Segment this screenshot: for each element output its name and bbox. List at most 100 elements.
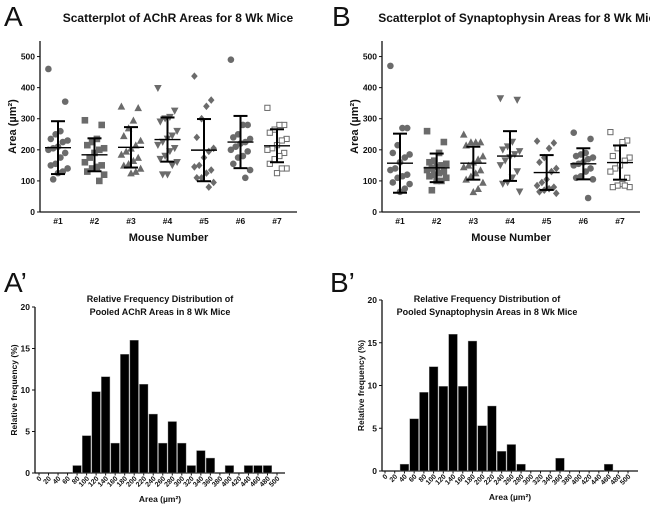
data-point: [545, 184, 553, 193]
data-point: [609, 152, 616, 160]
data-point: [513, 96, 521, 104]
data-point: [84, 168, 91, 175]
data-point: [132, 167, 140, 175]
data-point: [170, 144, 179, 153]
x-tick-label: #7: [615, 216, 625, 226]
data-point: [191, 163, 198, 171]
x-tick-label: 20: [42, 475, 53, 486]
y-tick-label: 300: [363, 114, 377, 124]
data-point: [476, 166, 485, 174]
panel-label-a-prime: A’: [4, 267, 27, 298]
x-tick-label: #7: [272, 216, 282, 226]
y-tick-label: 5: [25, 427, 30, 437]
x-tick-label: 0: [36, 475, 44, 483]
x-axis-label: Area (µm²): [489, 492, 531, 502]
data-point: [96, 177, 103, 185]
x-tick-label: 0: [382, 473, 390, 481]
data-point: [136, 164, 145, 172]
data-point: [81, 116, 89, 124]
histogram-bar: [167, 421, 177, 474]
data-point: [442, 174, 450, 182]
data-point: [205, 147, 213, 156]
data-point: [207, 166, 215, 174]
data-point: [281, 149, 288, 157]
data-point: [278, 165, 285, 172]
data-point: [205, 183, 213, 191]
data-point: [430, 157, 438, 164]
data-point: [203, 102, 210, 111]
data-point: [430, 171, 438, 178]
data-point: [264, 146, 271, 153]
data-point: [232, 143, 239, 151]
data-point: [198, 174, 205, 182]
histogram-bar: [477, 425, 487, 472]
synaptophysin-scatterplot: Scatterplot of Synaptophysin Areas for 8…: [349, 11, 650, 244]
achr-histogram: Relative Frequency Distribution of Pooled…: [9, 294, 285, 504]
data-point: [401, 154, 409, 161]
y-tick-label: 200: [21, 145, 35, 155]
histogram-bar: [129, 340, 139, 474]
chart-title-line-1: Relative Frequency Distribution of: [414, 294, 562, 304]
histogram-bar: [82, 435, 92, 474]
x-tick-label: #3: [469, 216, 479, 226]
histogram-bar: [399, 463, 410, 472]
data-point: [401, 185, 409, 192]
data-point: [474, 184, 482, 192]
data-point: [168, 162, 177, 170]
data-point: [550, 139, 558, 147]
data-point: [572, 152, 580, 160]
histogram-bar: [139, 383, 149, 474]
chart-title-line-2: Pooled AChR Areas in 8 Wk Mice: [90, 307, 231, 317]
data-point: [440, 168, 448, 175]
data-point: [621, 182, 628, 189]
x-tick-label: #3: [126, 216, 136, 226]
data-point: [230, 134, 237, 141]
data-point: [134, 104, 142, 112]
histogram-bar: [91, 391, 101, 474]
data-point: [587, 135, 594, 143]
data-point: [98, 121, 105, 129]
y-tick-label: 500: [21, 52, 35, 62]
y-tick-label: 0: [30, 207, 35, 217]
data-point: [230, 160, 237, 168]
y-tick-label: 10: [21, 385, 31, 395]
y-tick-label: 400: [363, 83, 377, 93]
data-point: [479, 178, 487, 186]
histogram-bar: [243, 465, 253, 474]
x-tick-label: 80: [418, 473, 429, 484]
data-point: [621, 157, 628, 164]
data-point: [88, 165, 96, 172]
data-point: [387, 166, 394, 174]
chart-title-line-1: Relative Frequency Distribution of: [87, 294, 235, 304]
data-point: [246, 135, 254, 143]
chart-title: Scatterplot of AChR Areas for 8 Wk Mice: [63, 11, 294, 25]
x-tick-label: #5: [542, 216, 552, 226]
y-tick-label: 300: [21, 114, 35, 124]
histogram-bar: [110, 442, 120, 474]
data-point: [227, 146, 235, 154]
y-axis-label: Relative frequency (%): [9, 344, 19, 435]
histogram-bar: [262, 465, 272, 474]
data-point: [136, 136, 145, 144]
y-axis-label: Area (µm²): [7, 99, 19, 154]
x-axis-label: Area (µm²): [139, 494, 181, 504]
data-point: [173, 127, 181, 135]
histogram-bar: [148, 413, 158, 474]
data-point: [156, 118, 165, 126]
data-point: [129, 116, 138, 124]
histogram-bar: [224, 465, 234, 474]
data-point: [471, 138, 480, 146]
histogram-bar: [429, 366, 439, 472]
data-point: [587, 165, 594, 172]
data-point: [442, 160, 450, 168]
x-tick-label: #5: [199, 216, 209, 226]
data-point: [459, 130, 468, 138]
histogram-bar: [487, 405, 497, 472]
x-tick-label: #1: [395, 216, 405, 226]
data-point: [88, 138, 96, 146]
y-tick-label: 20: [368, 295, 378, 305]
data-point: [203, 169, 210, 177]
y-tick-label: 0: [25, 468, 30, 478]
data-point: [266, 160, 273, 167]
data-point: [440, 138, 448, 146]
